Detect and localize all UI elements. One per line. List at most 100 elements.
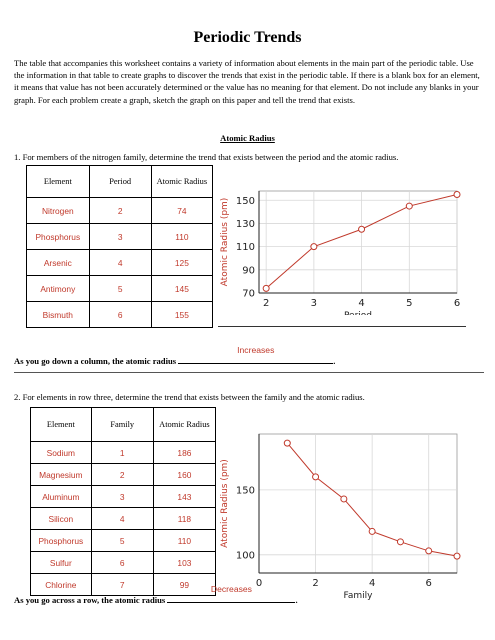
cell-element: Arsenic (26, 249, 90, 276)
cell-radius: 125 (150, 249, 214, 276)
chart-1-divider (218, 326, 466, 327)
cell-element: Antimony (26, 275, 90, 302)
y-tick-label: 90 (242, 265, 255, 276)
answer-1-prefix: As you go down a column, the atomic radi… (14, 356, 177, 366)
table-row: Phosphorus 3 110 (26, 223, 214, 250)
cell-element: Sulfur (30, 551, 92, 574)
table-row: Antimony 5 145 (26, 275, 214, 302)
data-point (358, 225, 366, 233)
y-axis-label: Atomic Radius (pm) (220, 459, 230, 548)
x-tick-label: 6 (454, 298, 460, 309)
data-point (310, 243, 318, 251)
cell-radius: 143 (152, 485, 217, 508)
table-row: Bismuth 6 155 (26, 301, 214, 328)
cell-element: Phosphorus (26, 223, 90, 250)
cell-group: 4 (88, 249, 152, 276)
data-point (312, 473, 320, 481)
data-point (453, 190, 461, 198)
header-element: Element (30, 407, 92, 442)
chart-2: 100 150 0 2 4 6 Family Atomic Radius (pm) (220, 433, 461, 601)
cell-radius: 145 (150, 275, 214, 302)
table-row: Arsenic 4 125 (26, 249, 214, 276)
cell-element: Silicon (30, 507, 92, 530)
x-tick-label: 0 (256, 578, 262, 589)
cell-group: 5 (88, 275, 152, 302)
cell-element: Phosphorus (30, 529, 92, 552)
question-2: 2. For elements in row three, determine … (14, 392, 365, 402)
x-tick-label: 4 (369, 578, 375, 589)
data-point (340, 495, 348, 503)
x-axis-label: Family (344, 591, 374, 601)
data-point (396, 538, 404, 546)
answer-2-text: Decreases (210, 584, 252, 594)
y-tick-label: 100 (236, 550, 255, 561)
cell-radius: 160 (152, 463, 217, 486)
cell-radius: 110 (150, 223, 214, 250)
answer-1-blank[interactable]: Increases (178, 345, 334, 364)
cell-element: Aluminum (30, 485, 92, 508)
data-table-2: Element Family Atomic Radius Sodium 1 186 M… (30, 407, 217, 596)
section-divider (14, 372, 484, 373)
cell-radius: 103 (152, 551, 217, 574)
x-tick-label: 6 (426, 578, 432, 589)
header-period: Period (88, 165, 152, 198)
data-point (425, 547, 433, 555)
data-point (405, 202, 413, 210)
y-tick-label: 150 (236, 485, 255, 496)
cell-radius: 74 (150, 197, 214, 224)
x-tick-label: 3 (311, 298, 317, 309)
cell-radius: 155 (150, 301, 214, 328)
cell-radius: 110 (152, 529, 217, 552)
answer-1-suffix: . (333, 356, 336, 366)
cell-group: 4 (90, 507, 154, 530)
header-atomic-radius: Atomic Radius (150, 165, 214, 198)
data-point (262, 284, 270, 292)
answer-2-suffix: . (295, 595, 298, 605)
table-row: Phosphorus 5 110 (30, 529, 217, 552)
header-family: Family (90, 407, 154, 442)
y-tick-label: 150 (236, 196, 255, 207)
x-tick-label: 5 (406, 298, 412, 309)
table-row: Sulfur 6 103 (30, 551, 217, 574)
table-row: Nitrogen 2 74 (26, 197, 214, 224)
data-point (368, 527, 376, 535)
question-1: 1. For members of the nitrogen family, d… (14, 152, 399, 162)
intro-paragraph: The table that accompanies this workshee… (14, 58, 480, 105)
page-title: Periodic Trends (193, 29, 302, 46)
answer-2-blank[interactable]: Decreases (167, 584, 296, 603)
header-atomic-radius: Atomic Radius (152, 407, 217, 442)
cell-radius: 186 (152, 441, 217, 464)
y-tick-label: 70 (242, 289, 255, 300)
table-row: Chlorine 7 99 (30, 573, 217, 596)
table-row: Sodium 1 186 (30, 441, 217, 464)
x-tick-label: 2 (263, 298, 269, 309)
cell-element: Magnesium (30, 463, 92, 486)
y-tick-label: 130 (236, 219, 255, 230)
plot-area (258, 190, 458, 294)
cell-element: Nitrogen (26, 197, 90, 224)
cell-group: 2 (88, 197, 152, 224)
data-table-1: Element Period Atomic Radius Nitrogen 2 74… (26, 165, 214, 328)
table-row: Magnesium 2 160 (30, 463, 217, 486)
cell-group: 3 (88, 223, 152, 250)
x-axis-label: Period (344, 311, 372, 315)
cell-element: Sodium (30, 441, 92, 464)
cell-group: 2 (90, 463, 154, 486)
cell-group: 3 (90, 485, 154, 508)
y-tick-label: 110 (236, 242, 255, 253)
answer-2-prefix: As you go across a row, the atomic radiu… (14, 595, 166, 605)
answer-1-text: Increases (237, 345, 275, 355)
x-tick-label: 4 (358, 298, 364, 309)
data-point (283, 439, 291, 447)
section-heading: Atomic Radius (220, 133, 275, 143)
header-element: Element (26, 165, 90, 198)
cell-radius: 118 (152, 507, 217, 530)
answer-line-2: As you go across a row, the atomic radiu… (14, 584, 298, 605)
cell-element: Bismuth (26, 301, 90, 328)
x-tick-label: 2 (312, 578, 318, 589)
chart-1: 70 90 110 130 150 2 3 4 5 6 Period Atomic Radius (p… (220, 190, 461, 315)
cell-radius: 99 (152, 573, 217, 596)
y-axis-label: Atomic Radius (pm) (220, 198, 230, 287)
table-row: Silicon 4 118 (30, 507, 217, 530)
cell-group: 1 (90, 441, 154, 464)
